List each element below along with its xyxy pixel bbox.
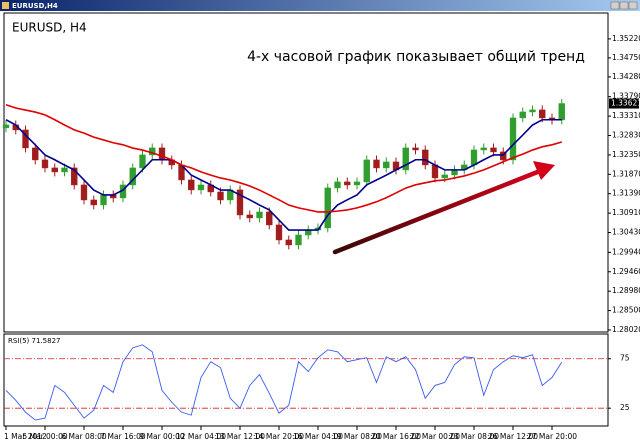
rsi-last-value: 71.5827 (32, 337, 61, 345)
arrow-head (533, 161, 555, 180)
candle-body (529, 109, 536, 113)
x-tick-label: 26 Mar 12:00 (488, 432, 538, 441)
candle-body (158, 147, 166, 161)
x-tick-label: 20 Mar 16:00 (371, 432, 421, 441)
y-tick-label: 1.32350 (612, 150, 640, 159)
arrow-shaft (332, 168, 543, 255)
candle-body (470, 149, 478, 166)
title-bar (0, 0, 640, 11)
candle-body (266, 211, 273, 226)
candle-body (275, 224, 283, 241)
candle-body (441, 174, 448, 179)
y-tick-label: 25 (620, 403, 630, 412)
candle-body (480, 147, 487, 151)
y-tick-label: 1.31870 (612, 169, 640, 178)
rsi-line (5, 344, 563, 421)
x-tick-label: 13 Mar 12:00 (215, 432, 265, 441)
window-icon (2, 2, 9, 9)
y-tick-label: 1.35220 (612, 34, 640, 43)
candle-body (246, 214, 253, 219)
x-tick-label: 14 Mar 20:00 (254, 432, 304, 441)
candle-body (61, 167, 68, 173)
candle-body (51, 167, 58, 173)
x-tick-label: 27 Mar 20:00 (527, 432, 577, 441)
candle-body (353, 181, 361, 186)
x-tick-label: 19 Mar 08:00 (332, 432, 382, 441)
chart-title: EURUSD, H4 (12, 21, 87, 35)
candle-body (490, 147, 497, 153)
minimize-button[interactable] (610, 1, 620, 10)
x-tick-label: 9 Mar 00:00 (139, 432, 185, 441)
y-tick-label: 1.31390 (612, 189, 640, 198)
candle-body (334, 181, 341, 189)
x-tick-label: 6 Mar 08:00 (61, 432, 107, 441)
candle-body (2, 124, 10, 129)
candle-body (41, 159, 49, 169)
candle-body (383, 161, 390, 169)
candle-body (509, 117, 517, 161)
candle-body (295, 234, 302, 246)
candle-body (412, 147, 419, 151)
y-tick-label: 1.28980 (612, 286, 640, 295)
y-tick-label: 1.34750 (612, 53, 640, 62)
close-button[interactable] (628, 1, 638, 10)
candle-body (422, 149, 429, 166)
window-title: EURUSD,H4 (12, 2, 58, 10)
x-tick-label: 16 Mar 04:00 (293, 432, 343, 441)
x-tick-label: 1 Mar 2012 (4, 432, 47, 441)
candles (2, 99, 565, 250)
candle-body (373, 159, 380, 169)
moving-average (5, 104, 562, 213)
x-tick-label: 5 Mar 00:00 (22, 432, 68, 441)
candle-body (32, 147, 39, 161)
y-tick-label: 1.32830 (612, 131, 640, 140)
y-tick-label: 75 (620, 354, 630, 363)
x-tick-label: 22 Mar 00:00 (410, 432, 460, 441)
candle-body (402, 147, 409, 171)
candle-body (197, 184, 205, 191)
y-tick-label: 1.30910 (612, 208, 640, 217)
y-tick-label: 1.34280 (612, 72, 640, 81)
last-price-box (609, 98, 639, 109)
candle-body (90, 199, 97, 206)
maximize-button[interactable] (619, 1, 629, 10)
rsi-name: RSI(5) (8, 337, 30, 345)
candle-body (80, 184, 88, 201)
candle-body (363, 159, 370, 183)
moving-average (5, 118, 562, 231)
rsi-panel (3, 333, 609, 427)
rsi-label: RSI(5) 71.5827 (8, 337, 60, 345)
annotation: 4-х часовой график показывает общий трен… (247, 49, 585, 65)
candle-body (188, 179, 195, 191)
candle-body (236, 189, 244, 216)
candle-body (324, 187, 331, 229)
y-tick-label: 1.28500 (612, 306, 640, 315)
y-tick-label: 1.29460 (612, 267, 640, 276)
y-tick-label: 1.33310 (612, 111, 640, 120)
candle-body (285, 239, 292, 246)
candle-body (71, 167, 78, 186)
x-tick-label: 23 Mar 08:00 (449, 432, 499, 441)
candle-body (256, 211, 263, 219)
candle-body (451, 169, 458, 176)
candle-body (558, 103, 565, 121)
candle-body (500, 151, 507, 161)
y-tick-label: 1.29940 (612, 247, 640, 256)
candle-body (100, 194, 107, 206)
y-tick-label: 1.30430 (612, 228, 640, 237)
y-tick-label: 1.33790 (612, 92, 640, 101)
candle-body (539, 109, 546, 119)
trend-arrow (332, 161, 555, 255)
last-price-label: 1.33621 (611, 99, 640, 108)
window-buttons[interactable] (610, 1, 638, 10)
candle-body (139, 154, 146, 169)
candle-body (217, 191, 224, 201)
y-tick-label: 1.28020 (612, 325, 640, 334)
price-panel (3, 12, 609, 333)
candle-body (344, 181, 351, 186)
candle-body (519, 111, 526, 119)
x-tick-label: 12 Mar 04:00 (176, 432, 226, 441)
x-tick-label: 7 Mar 16:00 (100, 432, 146, 441)
